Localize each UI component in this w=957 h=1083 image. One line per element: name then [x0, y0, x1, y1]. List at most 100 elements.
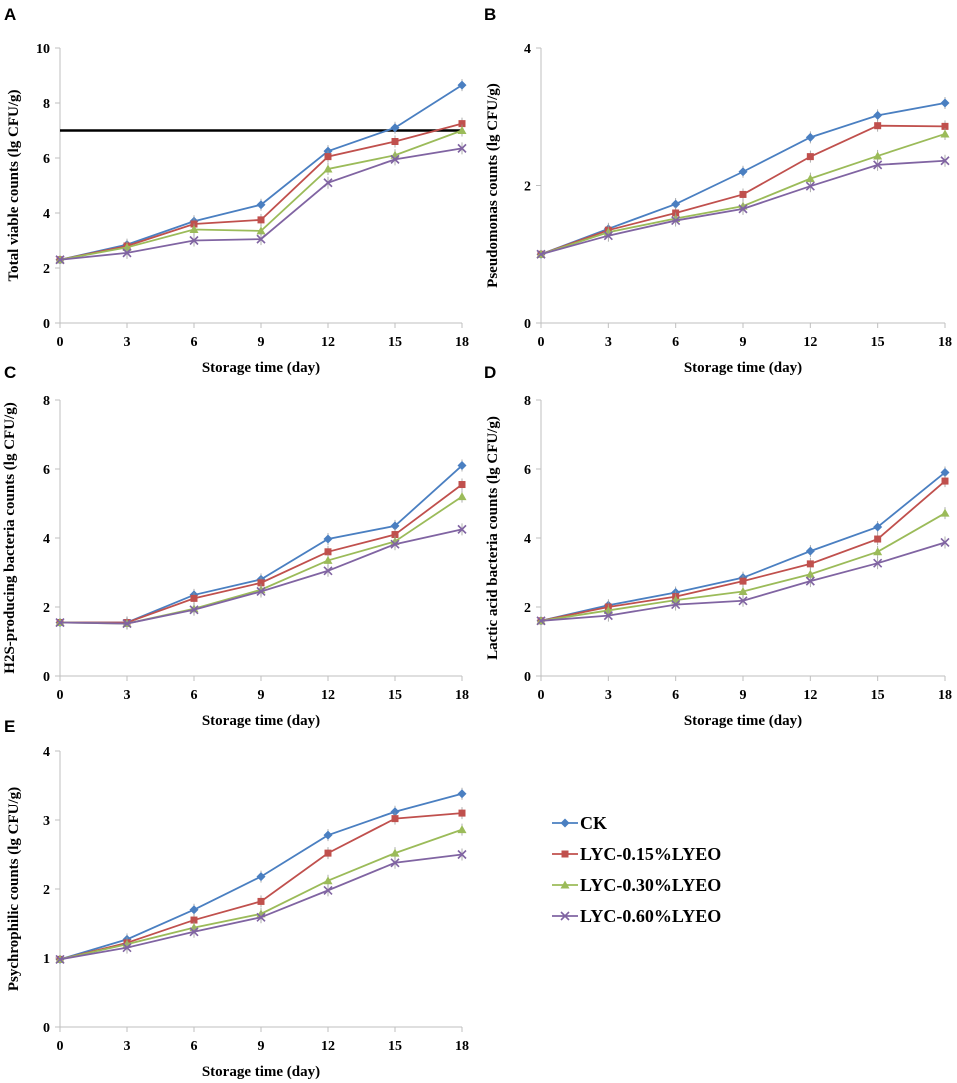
- x-tick-label: 6: [672, 335, 679, 350]
- data-point: [806, 153, 814, 161]
- series-lyc-0-15-lyeo: [56, 807, 466, 963]
- data-point: [324, 153, 332, 161]
- data-point: [190, 916, 198, 924]
- x-tick-label: 12: [321, 1039, 335, 1054]
- series-line: [60, 464, 463, 624]
- y-axis-title: Psychrophilic counts (lg CFU/g): [6, 787, 22, 991]
- series-ck: [55, 787, 467, 964]
- x-tick-label: 18: [938, 335, 952, 350]
- x-tick-label: 15: [871, 688, 885, 703]
- x-tick-label: 12: [321, 688, 335, 703]
- data-point: [457, 492, 467, 501]
- y-tick-label: 0: [43, 317, 50, 332]
- data-point: [390, 539, 400, 549]
- legend: CK LYC-0.15%LYEO LYC-0.30%LYEO LYC-0.60%LYE…: [552, 813, 721, 926]
- x-axis-title: Storage time (day): [202, 360, 320, 376]
- panel-letter: C: [4, 363, 16, 382]
- data-point: [940, 508, 950, 517]
- data-point: [805, 576, 815, 586]
- series-ck: [55, 459, 467, 629]
- data-point: [536, 249, 546, 259]
- data-point: [805, 174, 815, 183]
- data-point: [190, 594, 198, 602]
- data-point: [257, 216, 265, 224]
- y-tick-label: 2: [43, 883, 50, 898]
- data-point: [457, 126, 467, 134]
- data-point: [671, 199, 681, 209]
- data-point: [738, 586, 748, 595]
- x-tick-label: 6: [191, 688, 198, 703]
- data-point: [55, 255, 65, 265]
- series-lyc-0-30-lyeo: [55, 490, 467, 630]
- x-tick-label: 18: [938, 688, 952, 703]
- x-tick-label: 3: [124, 1039, 131, 1054]
- data-point: [189, 905, 199, 915]
- panel-letter: B: [484, 5, 496, 24]
- legend-label: LYC-0.15%LYEO: [580, 844, 721, 864]
- x-tick-label: 3: [605, 688, 612, 703]
- legend-label: LYC-0.60%LYEO: [580, 906, 721, 926]
- y-tick-label: 6: [43, 152, 50, 167]
- legend-label: LYC-0.30%LYEO: [580, 875, 721, 895]
- x-tick-label: 0: [538, 688, 545, 703]
- data-point: [323, 164, 333, 173]
- legend-marker: [560, 911, 570, 921]
- data-point: [739, 577, 747, 585]
- x-tick-label: 6: [191, 335, 198, 350]
- data-point: [390, 848, 400, 857]
- data-point: [874, 122, 882, 130]
- y-tick-label: 10: [36, 42, 50, 57]
- x-tick-label: 12: [803, 688, 817, 703]
- y-axis-title: H2S-producing bacteria counts (lg CFU/g): [2, 402, 18, 673]
- x-tick-label: 12: [321, 335, 335, 350]
- series-line: [60, 483, 463, 624]
- x-tick-label: 0: [538, 335, 545, 350]
- data-point: [739, 190, 747, 198]
- data-point: [390, 858, 400, 868]
- data-point: [256, 200, 266, 210]
- series-line: [59, 828, 463, 961]
- chart-panel-b: B 0 2 4 0 3 6 9 12 15 18 Storage time (day) Pseudomo…: [484, 5, 952, 376]
- data-point: [256, 226, 266, 235]
- data-point: [941, 477, 949, 485]
- data-point: [391, 815, 399, 823]
- data-point: [873, 160, 883, 170]
- y-tick-label: 0: [524, 317, 531, 332]
- data-point: [805, 569, 815, 578]
- data-point: [323, 555, 333, 564]
- x-tick-label: 3: [124, 688, 131, 703]
- data-point: [940, 467, 950, 477]
- data-point: [390, 521, 400, 531]
- legend-label: CK: [580, 813, 607, 833]
- y-tick-label: 8: [524, 394, 531, 409]
- chart-panel-c: C 0 2 4 6 8 0 3 6 9 12 15 18 Storage time (day) H2S-pr…: [2, 363, 469, 729]
- data-point: [873, 522, 883, 532]
- x-tick-label: 9: [740, 688, 747, 703]
- legend-marker: [560, 818, 570, 828]
- x-axis-title: Storage time (day): [202, 1064, 320, 1080]
- data-point: [55, 954, 65, 964]
- data-point: [256, 586, 266, 597]
- data-point: [458, 809, 466, 817]
- data-point: [738, 596, 748, 606]
- data-point: [806, 560, 814, 568]
- y-tick-label: 0: [43, 670, 50, 685]
- data-point: [122, 248, 132, 258]
- data-point: [323, 830, 333, 840]
- data-point: [873, 110, 883, 120]
- data-point: [805, 546, 815, 556]
- data-point: [189, 605, 199, 615]
- data-point: [873, 547, 883, 556]
- data-point: [323, 885, 333, 895]
- data-point: [940, 537, 950, 548]
- data-point: [873, 151, 883, 160]
- y-tick-label: 2: [43, 601, 50, 616]
- y-tick-label: 1: [43, 952, 50, 967]
- data-point: [55, 617, 65, 628]
- x-tick-label: 9: [258, 688, 265, 703]
- x-tick-label: 3: [124, 335, 131, 350]
- y-tick-label: 4: [43, 532, 50, 547]
- y-tick-label: 0: [43, 1021, 50, 1036]
- data-point: [457, 524, 467, 534]
